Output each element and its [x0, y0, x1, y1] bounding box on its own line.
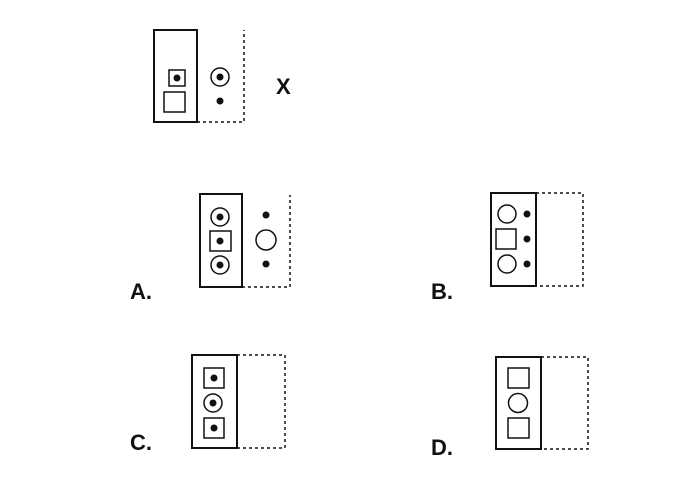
paper-fold-back-dashed [237, 354, 286, 449]
paper-fold-front [495, 356, 542, 450]
dot [209, 399, 217, 407]
square-hole-dotted [168, 69, 186, 87]
dot [216, 73, 224, 81]
circle-hole-dotted [203, 393, 223, 413]
option-a-label[interactable]: A. [130, 279, 152, 304]
option-a-figure[interactable] [199, 193, 291, 288]
option-c-label[interactable]: C. [130, 430, 152, 455]
dot [523, 210, 531, 218]
paper-fold-back-dashed [242, 195, 291, 288]
square-hole [507, 417, 530, 439]
option-b-label[interactable]: B. [431, 279, 453, 304]
dot [216, 237, 224, 245]
square-hole [507, 367, 530, 389]
paper-fold-front [191, 354, 238, 449]
paper-fold-front [153, 29, 198, 123]
option-d-label[interactable]: D. [431, 435, 453, 460]
dot [262, 211, 270, 219]
option-d-figure[interactable] [495, 356, 589, 450]
question-figure [153, 29, 245, 123]
dot [523, 260, 531, 268]
circle-hole [497, 204, 517, 224]
dot [210, 424, 218, 432]
circle-hole [497, 254, 517, 274]
paper-fold-back-dashed [197, 30, 245, 123]
dot [523, 235, 531, 243]
dot [216, 213, 224, 221]
paper-fold-back-dashed [536, 192, 584, 287]
square-hole-dotted [209, 230, 232, 252]
circle-hole-dotted [210, 255, 230, 275]
square-hole [163, 91, 186, 113]
question-symbol: X [276, 74, 291, 99]
dot [210, 374, 218, 382]
paper-fold-front [199, 193, 243, 288]
circle-hole-dotted [210, 207, 230, 227]
square-hole [495, 228, 517, 250]
dot [262, 260, 270, 268]
dot [216, 97, 224, 105]
paper-fold-front [490, 192, 537, 287]
dot [173, 74, 181, 82]
circle-hole [255, 229, 277, 251]
circle-hole [507, 392, 529, 414]
option-b-figure[interactable] [490, 192, 584, 287]
paper-fold-back-dashed [541, 356, 589, 450]
square-hole-dotted [203, 417, 225, 439]
circle-hole-dotted [210, 67, 230, 87]
dot [216, 261, 224, 269]
square-hole-dotted [203, 367, 225, 389]
option-c-figure[interactable] [191, 354, 286, 449]
